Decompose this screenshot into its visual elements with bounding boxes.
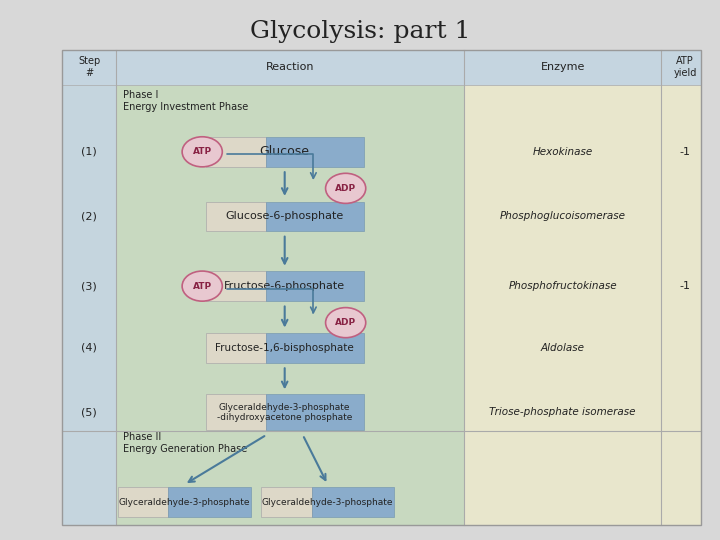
- Text: Glyceraldehyde-3-phosphate
-dihydroxyacetone phosphate: Glyceraldehyde-3-phosphate -dihydroxyace…: [217, 403, 352, 422]
- Text: Triose-phosphate isomerase: Triose-phosphate isomerase: [490, 407, 636, 417]
- FancyBboxPatch shape: [206, 201, 266, 231]
- FancyBboxPatch shape: [206, 333, 266, 363]
- Text: Enzyme: Enzyme: [541, 62, 585, 72]
- Text: Fructose-6-phosphate: Fructose-6-phosphate: [224, 281, 346, 291]
- Text: Glucose: Glucose: [260, 145, 310, 158]
- FancyBboxPatch shape: [206, 271, 266, 301]
- FancyBboxPatch shape: [63, 50, 701, 85]
- FancyBboxPatch shape: [118, 487, 168, 517]
- Text: (5): (5): [81, 407, 97, 417]
- Text: Phase II
Energy Generation Phase: Phase II Energy Generation Phase: [123, 432, 248, 454]
- Text: -1: -1: [680, 147, 690, 157]
- Text: Fructose-1,6-bisphosphate: Fructose-1,6-bisphosphate: [215, 343, 354, 353]
- FancyBboxPatch shape: [266, 201, 364, 231]
- Text: Phosphoglucoisomerase: Phosphoglucoisomerase: [500, 211, 626, 221]
- Text: ADP: ADP: [335, 318, 356, 327]
- Text: Phase I
Energy Investment Phase: Phase I Energy Investment Phase: [123, 90, 248, 112]
- Text: ADP: ADP: [335, 184, 356, 193]
- Circle shape: [325, 173, 366, 204]
- Circle shape: [182, 271, 222, 301]
- Text: ATP: ATP: [193, 282, 212, 291]
- Text: Step
#: Step #: [78, 56, 100, 78]
- Text: (1): (1): [81, 147, 97, 157]
- FancyBboxPatch shape: [312, 487, 394, 517]
- FancyBboxPatch shape: [206, 394, 266, 430]
- FancyBboxPatch shape: [206, 137, 266, 166]
- Circle shape: [325, 308, 366, 338]
- FancyBboxPatch shape: [266, 137, 364, 166]
- Text: ATP
yield: ATP yield: [673, 56, 696, 78]
- Text: Glyceraldehyde-3-phosphate: Glyceraldehyde-3-phosphate: [262, 497, 393, 507]
- Text: Aldolase: Aldolase: [541, 343, 585, 353]
- FancyBboxPatch shape: [266, 271, 364, 301]
- FancyBboxPatch shape: [168, 487, 251, 517]
- Text: (2): (2): [81, 211, 97, 221]
- FancyBboxPatch shape: [266, 394, 364, 430]
- FancyBboxPatch shape: [63, 50, 116, 525]
- FancyBboxPatch shape: [266, 333, 364, 363]
- Text: Reaction: Reaction: [266, 62, 315, 72]
- FancyBboxPatch shape: [464, 50, 701, 525]
- Text: Glyceraldehyde-3-phosphate: Glyceraldehyde-3-phosphate: [119, 497, 250, 507]
- Circle shape: [182, 137, 222, 167]
- Text: Hexokinase: Hexokinase: [533, 147, 593, 157]
- FancyBboxPatch shape: [261, 487, 312, 517]
- Text: Glucose-6-phosphate: Glucose-6-phosphate: [225, 211, 344, 221]
- Text: ATP: ATP: [193, 147, 212, 156]
- Text: (3): (3): [81, 281, 97, 291]
- Text: (4): (4): [81, 343, 97, 353]
- Text: Phosphofructokinase: Phosphofructokinase: [508, 281, 617, 291]
- Text: -1: -1: [680, 281, 690, 291]
- FancyBboxPatch shape: [116, 50, 464, 525]
- Text: Glycolysis: part 1: Glycolysis: part 1: [250, 20, 470, 43]
